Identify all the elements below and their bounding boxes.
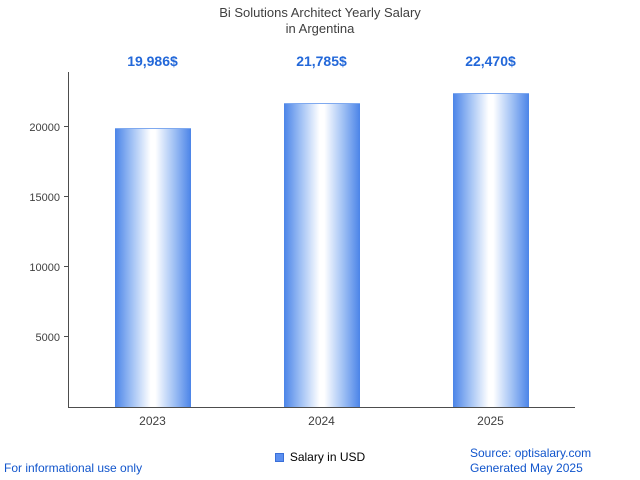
x-axis-label: 2024: [308, 414, 335, 428]
bar-value-label: 19,986$: [127, 53, 178, 69]
x-axis-label: 2023: [139, 414, 166, 428]
x-axis-label: 2025: [477, 414, 504, 428]
y-axis-tick-mark: [64, 336, 69, 337]
y-axis-tick-label: 15000: [29, 192, 60, 204]
x-labels-row: 2023 2024 2025: [68, 414, 575, 428]
bar-2024: [284, 102, 360, 407]
y-axis-tick-label: 20000: [29, 122, 60, 134]
y-axis-tick-mark: [64, 196, 69, 197]
chart-title: Bi Solutions Architect Yearly Salary in …: [0, 5, 640, 37]
y-axis-tick-mark: [64, 126, 69, 127]
generated-date: Generated May 2025: [470, 461, 583, 475]
bar-slot: [69, 72, 238, 407]
source-link[interactable]: Source: optisalary.com: [470, 446, 592, 460]
chart-title-line1: Bi Solutions Architect Yearly Salary: [219, 5, 421, 20]
legend-swatch-icon: [274, 452, 284, 462]
y-axis-tick-label: 10000: [29, 262, 60, 274]
y-axis-tick-label: 5000: [35, 332, 60, 344]
disclaimer-text: For informational use only: [4, 461, 143, 475]
chart-legend: Salary in USD: [0, 450, 640, 464]
legend-label: Salary in USD: [289, 450, 366, 464]
chart-title-line2: in Argentina: [285, 21, 355, 36]
footer-source-block: Source: optisalary.com Generated May 202…: [470, 446, 591, 476]
value-labels-row: 19,986$ 21,785$ 22,470$: [68, 53, 575, 69]
bar-slot: [406, 72, 575, 407]
bar-2025: [452, 93, 529, 407]
y-axis-labels: 5000 10000 15000 20000: [0, 72, 68, 408]
y-axis-tick-mark: [64, 266, 69, 267]
plot-area: [64, 72, 575, 408]
bar-2023: [115, 128, 192, 407]
bar-value-label: 22,470$: [465, 53, 516, 69]
bar-slot: [238, 72, 407, 407]
bar-value-label: 21,785$: [296, 53, 347, 69]
